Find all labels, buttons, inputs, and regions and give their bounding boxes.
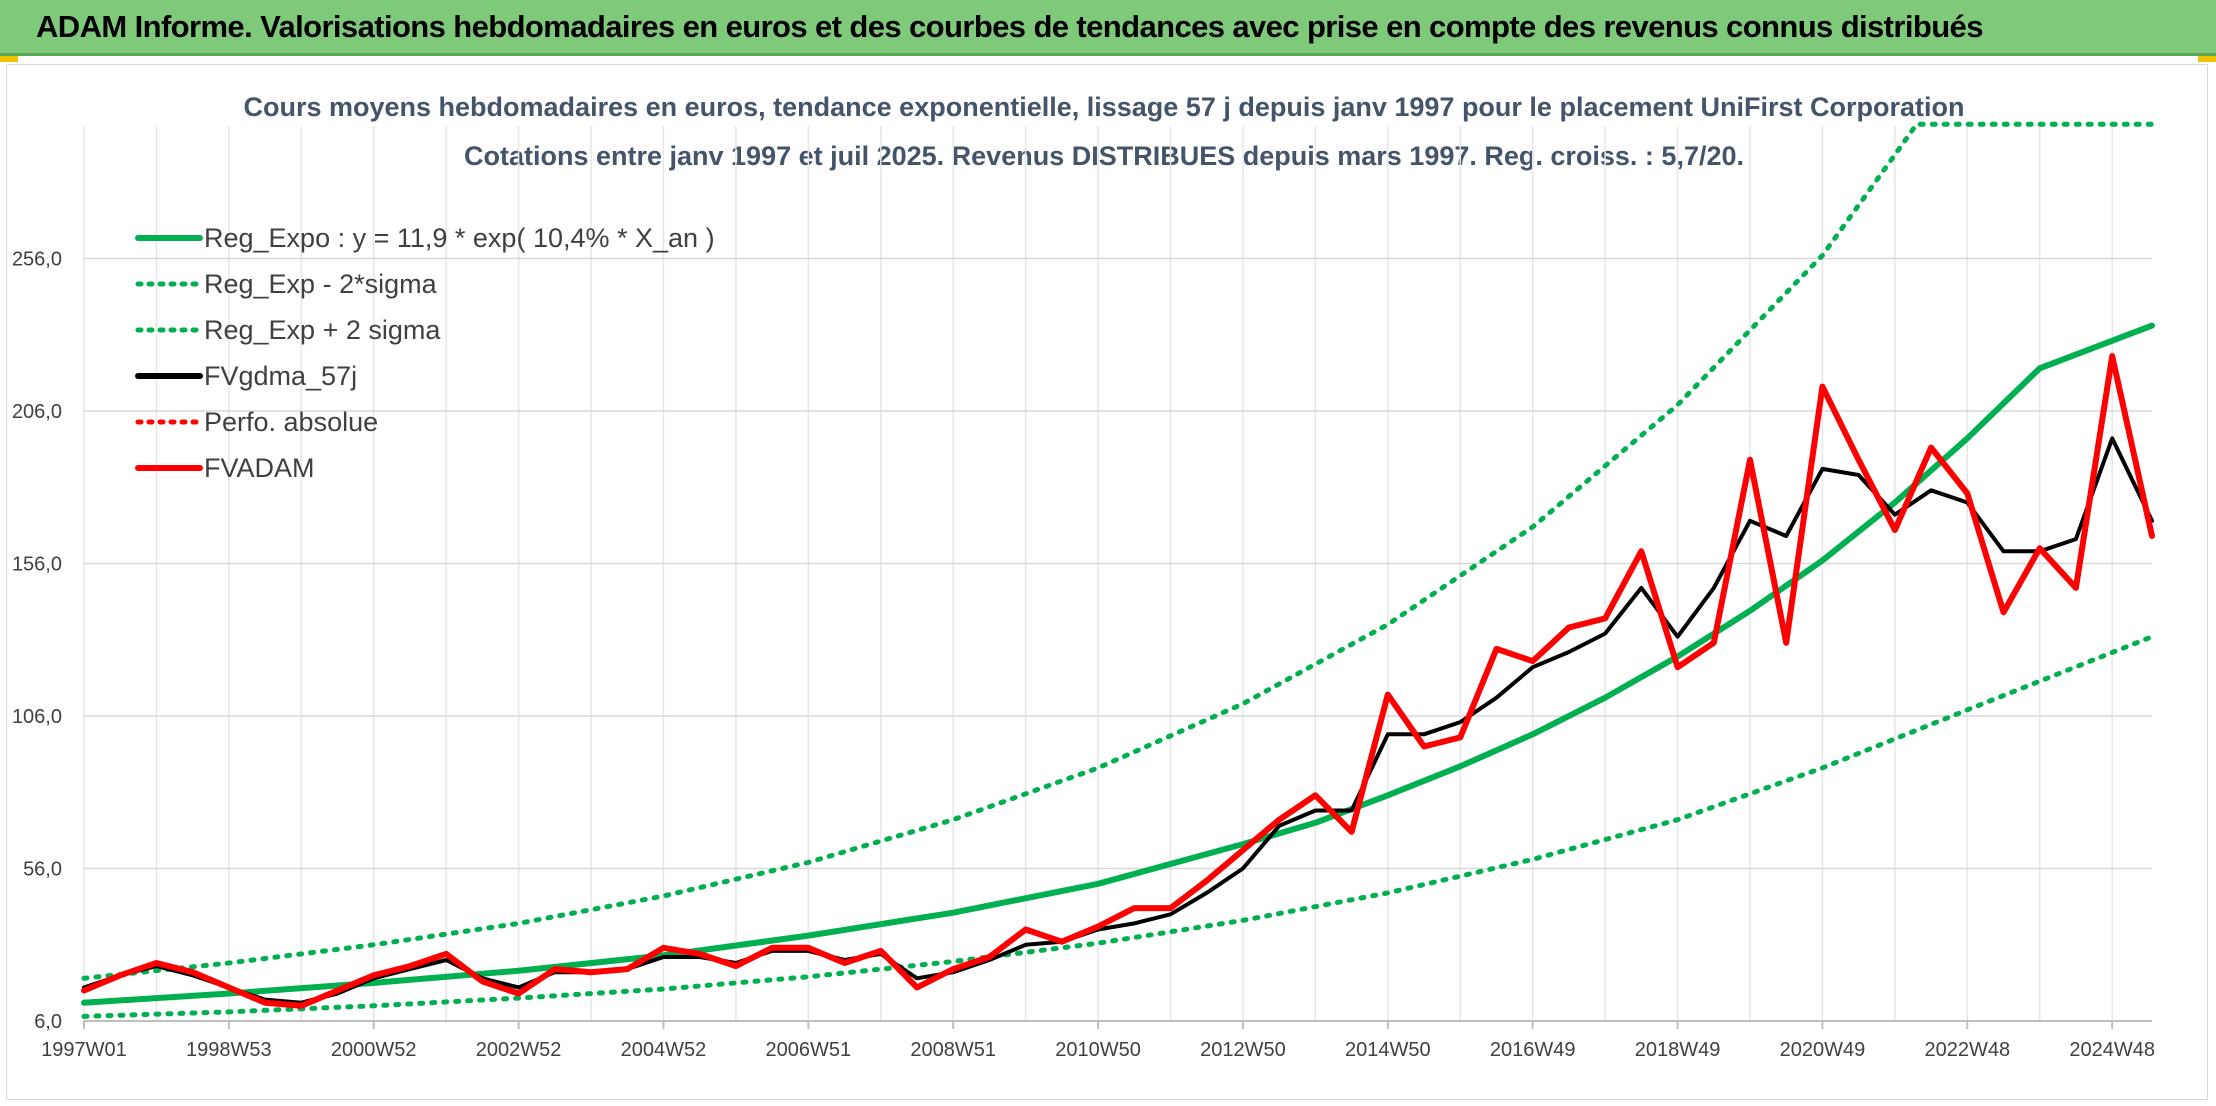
y-tick-label: 6,0: [34, 1011, 62, 1033]
x-tick-label: 1998W53: [186, 1039, 272, 1061]
legend-label: FVgdma_57j: [204, 361, 357, 391]
y-tick-label: 156,0: [12, 554, 62, 576]
legend-label: Reg_Expo : y = 11,9 * exp( 10,4% * X_an …: [204, 223, 715, 253]
legend-label: Reg_Exp + 2 sigma: [204, 315, 441, 345]
chart-series: [81, 121, 2155, 1019]
x-tick-label: 2004W52: [621, 1039, 707, 1061]
y-tick-label: 106,0: [12, 706, 62, 728]
chart-legend: Reg_Expo : y = 11,9 * exp( 10,4% * X_an …: [135, 223, 715, 483]
chart-frame: [6, 64, 2208, 1100]
legend-label: Perfo. absolue: [204, 407, 378, 437]
report-title: ADAM Informe. Valorisations hebdomadaire…: [36, 9, 1983, 44]
x-tick-label: 1997W01: [41, 1039, 127, 1061]
x-tick-label: 2014W50: [1345, 1039, 1431, 1061]
x-tick-label: 2002W52: [476, 1039, 562, 1061]
y-tick-label: 206,0: [12, 401, 62, 423]
x-tick-label: 2008W51: [910, 1039, 996, 1061]
series-line-1: [81, 634, 2155, 1019]
x-tick-label: 2012W50: [1200, 1039, 1286, 1061]
corner-marker-right: [2198, 56, 2216, 62]
x-tick-label: 2020W49: [1780, 1039, 1866, 1061]
x-tick-label: 2016W49: [1490, 1039, 1576, 1061]
chart-title-line-1: Cours moyens hebdomadaires en euros, ten…: [244, 92, 1965, 122]
x-tick-label: 2010W50: [1055, 1039, 1141, 1061]
x-tick-label: 2000W52: [331, 1039, 417, 1061]
series-line-2: [81, 121, 2155, 981]
y-tick-label: 256,0: [12, 249, 62, 271]
y-tick-label: 56,0: [23, 859, 62, 881]
report-banner: ADAM Informe. Valorisations hebdomadaire…: [0, 0, 2216, 56]
chart-title-line-2: Cotations entre janv 1997 et juil 2025. …: [464, 141, 1744, 171]
chart-grid: [83, 126, 2152, 1022]
x-tick-label: 2022W48: [1924, 1039, 2010, 1061]
series-line-5: [81, 353, 2155, 1009]
chart-axes: 6,0 56,0 106,0 156,0 206,0 256,0 1997W01 1998W5…: [12, 249, 2155, 1062]
x-tick-label: 2018W49: [1635, 1039, 1721, 1061]
series-line-0: [81, 322, 2155, 1006]
x-tick-label: 2024W48: [2069, 1039, 2155, 1061]
legend-label: Reg_Exp - 2*sigma: [204, 269, 438, 299]
corner-marker-left: [0, 56, 18, 62]
x-tick-label: 2006W51: [766, 1039, 852, 1061]
legend-label: FVADAM: [204, 453, 315, 483]
